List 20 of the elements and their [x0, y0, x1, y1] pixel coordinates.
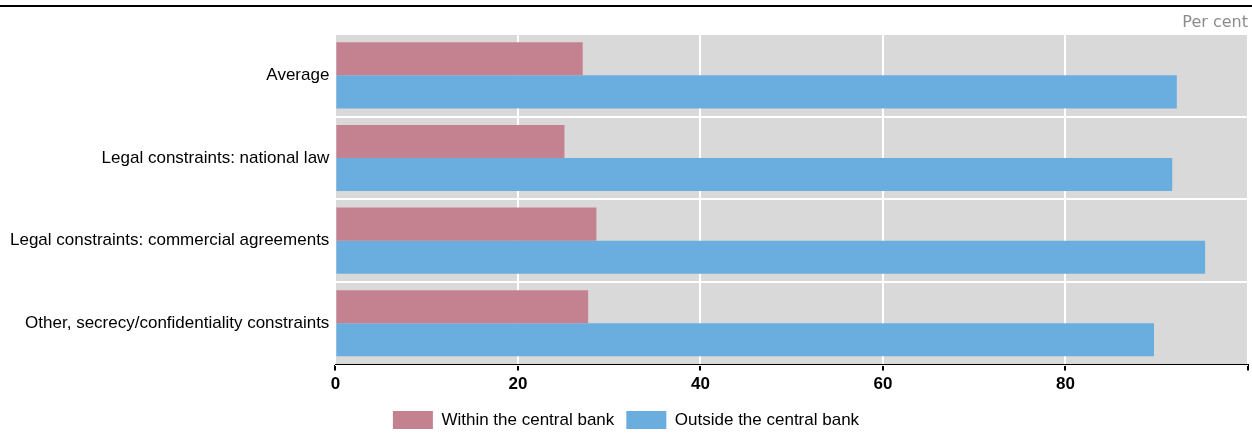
- text: Per cent: [1182, 12, 1248, 32]
- y-tick-label: Legal constraints: national law: [101, 147, 331, 167]
- bar: [336, 75, 1177, 109]
- x-tick-label: 80: [1056, 374, 1075, 394]
- bar: [336, 240, 1206, 274]
- x-tick-label: 0: [330, 374, 341, 394]
- legend-label: Within the central bank: [441, 409, 615, 429]
- y-tick-label: Average: [266, 65, 330, 85]
- legend-label: Outside the central bank: [674, 409, 860, 429]
- x-tick-label: 60: [873, 374, 893, 394]
- bar: [336, 157, 1173, 192]
- y-tick-label: Legal constraints: commercial agreements: [9, 230, 330, 250]
- x-tick-label: 40: [690, 374, 710, 394]
- bar: [336, 124, 565, 158]
- bar: [336, 42, 583, 76]
- bar: [336, 207, 597, 241]
- bar: [336, 290, 589, 324]
- bar: [336, 323, 1154, 357]
- x-tick-label: 20: [508, 374, 528, 394]
- y-tick-label: Other, secrecy/confidentiality constraints: [25, 312, 330, 332]
